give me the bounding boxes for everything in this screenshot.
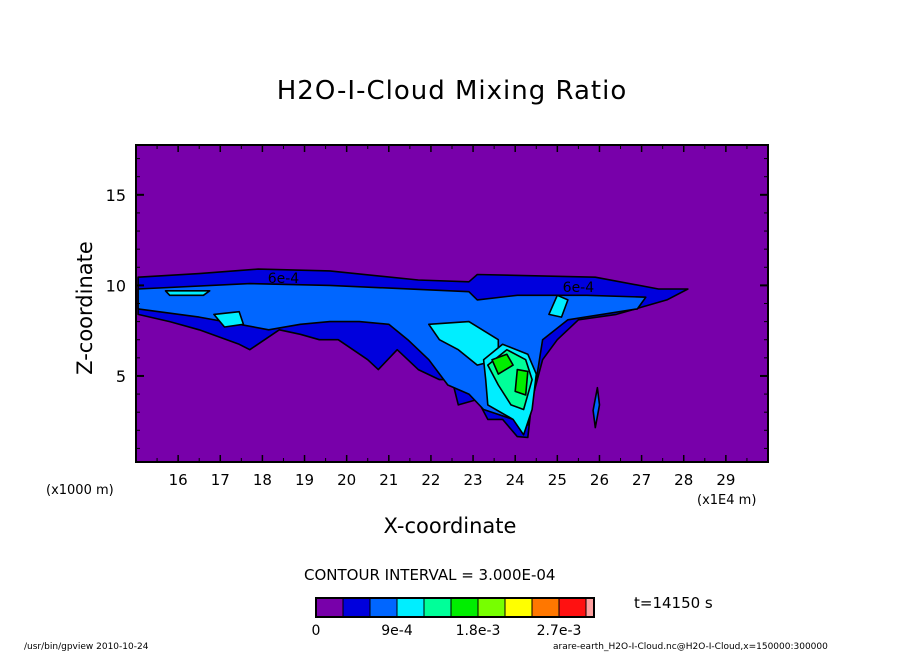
x-tick-label: 25 bbox=[548, 471, 567, 489]
colorbar-label: 0 bbox=[312, 623, 321, 639]
x-tick-label: 20 bbox=[337, 471, 356, 489]
x-tick-label: 23 bbox=[464, 471, 483, 489]
colorbar-swatch bbox=[504, 597, 533, 618]
x-tick-label: 19 bbox=[295, 471, 314, 489]
y-tick-label: 5 bbox=[116, 367, 126, 386]
x-tick-label: 26 bbox=[590, 471, 609, 489]
x-tick-label: 29 bbox=[716, 471, 735, 489]
contour-region-level-2 bbox=[592, 386, 601, 429]
colorbar-swatch bbox=[585, 597, 595, 618]
chart-title: H2O-I-Cloud Mixing Ratio bbox=[276, 76, 628, 106]
colorbar-label: 9e-4 bbox=[381, 623, 413, 639]
colorbar-frame bbox=[315, 597, 595, 618]
contour-region-level-3 bbox=[164, 289, 211, 297]
colorbar-swatch bbox=[396, 597, 425, 618]
colorbar-swatch bbox=[477, 597, 506, 618]
contour-region-level-5 bbox=[514, 368, 529, 396]
x-unit-right: (x1E4 m) bbox=[697, 493, 757, 508]
time-label: t=14150 s bbox=[634, 594, 713, 612]
colorbar-swatch bbox=[342, 597, 371, 618]
x-tick-label: 22 bbox=[421, 471, 440, 489]
x-tick-label: 16 bbox=[169, 471, 188, 489]
contour-region-level-3 bbox=[213, 310, 245, 328]
y-tick-label: 10 bbox=[106, 276, 126, 295]
footer-left: /usr/bin/gpview 2010-10-24 bbox=[24, 642, 149, 652]
x-tick-label: 17 bbox=[211, 471, 230, 489]
colorbar-label: 2.7e-3 bbox=[537, 623, 582, 639]
colorbar-label: 1.8e-3 bbox=[456, 623, 501, 639]
x-tick-label: 18 bbox=[253, 471, 272, 489]
x-tick-label: 21 bbox=[379, 471, 398, 489]
x-axis-label: X-coordinate bbox=[383, 514, 517, 538]
y-tick-label: 15 bbox=[106, 186, 126, 205]
colorbar-swatch bbox=[558, 597, 587, 618]
contour-region-level-3 bbox=[548, 294, 569, 318]
colorbar-swatch bbox=[450, 597, 479, 618]
colorbar-swatch bbox=[531, 597, 560, 618]
footer-right: arare-earth_H2O-I-Cloud.nc@H2O-I-Cloud,x… bbox=[553, 642, 828, 652]
x-tick-label: 28 bbox=[674, 471, 693, 489]
x-tick-label: 24 bbox=[506, 471, 525, 489]
x-unit-left: (x1000 m) bbox=[46, 483, 114, 498]
contour-region-level-5 bbox=[491, 353, 514, 375]
colorbar-swatch bbox=[423, 597, 452, 618]
colorbar-swatch bbox=[315, 597, 344, 618]
contour-label: 6e-4 bbox=[268, 271, 300, 287]
colorbar-swatch bbox=[369, 597, 398, 618]
contour-interval: CONTOUR INTERVAL = 3.000E-04 bbox=[304, 566, 556, 584]
x-tick-label: 27 bbox=[632, 471, 651, 489]
contour-label: 6e-4 bbox=[563, 280, 595, 296]
